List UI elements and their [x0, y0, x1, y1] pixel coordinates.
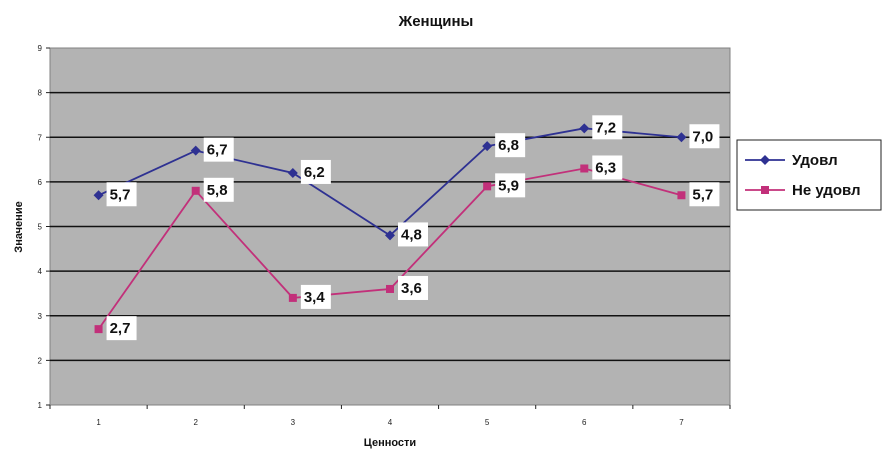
data-point	[386, 284, 394, 293]
data-label-box	[689, 182, 720, 207]
y-tick-label: 8	[38, 89, 43, 98]
x-tick-label: 3	[291, 418, 296, 427]
data-label-box	[495, 173, 526, 198]
data-point	[677, 191, 686, 200]
y-axis-ticks: 1 2 3 4 5 6 7 8 9	[38, 44, 50, 410]
y-tick-label: 1	[38, 401, 43, 410]
x-tick-label: 2	[193, 418, 198, 427]
data-label: 4,8	[401, 226, 422, 243]
x-tick-label: 5	[485, 418, 490, 427]
legend-box	[736, 139, 882, 211]
data-point	[579, 123, 590, 134]
data-label: 6,8	[498, 137, 519, 154]
data-point	[580, 164, 589, 173]
legend-item: Удовл	[745, 152, 838, 169]
data-point	[287, 167, 298, 178]
series-layer: 5,76,76,24,86,87,27,02,75,83,43,65,96,35…	[93, 115, 720, 341]
y-tick-label: 6	[38, 178, 43, 187]
series-1: 5,7 6,7 6,2 4,8 6,8 7,2 7,0	[93, 115, 720, 247]
data-point	[93, 190, 104, 201]
legend-marker	[761, 186, 769, 194]
data-label: 3,6	[401, 280, 422, 297]
data-point	[483, 182, 492, 191]
legend-item: Не удовл	[745, 182, 861, 199]
y-tick-label: 3	[38, 312, 43, 321]
data-label: 5,7	[110, 186, 131, 203]
y-tick-label: 4	[38, 267, 43, 276]
legend-label: Удовл	[792, 152, 838, 169]
data-label-box	[398, 275, 428, 300]
data-point	[190, 145, 201, 156]
data-label-box	[203, 177, 234, 202]
x-tick-label: 6	[582, 418, 587, 427]
data-label: 6,2	[304, 164, 325, 181]
data-label-box	[398, 222, 428, 247]
data-label: 6,3	[595, 159, 616, 176]
y-tick-label: 9	[38, 44, 43, 53]
series-2: 2,7 5,8 3,4 3,6 5,9 6,3 5,7	[94, 155, 720, 341]
data-label-box	[300, 284, 331, 309]
data-label-box	[592, 115, 623, 140]
x-tick-label: 1	[96, 418, 101, 427]
y-axis-title: Значение	[13, 201, 25, 252]
data-label-box	[106, 182, 137, 207]
data-label: 5,7	[692, 186, 713, 203]
data-label: 5,9	[498, 177, 519, 194]
x-axis-title: Ценности	[364, 437, 416, 449]
y-tick-label: 7	[38, 133, 43, 142]
data-label: 3,4	[304, 289, 326, 306]
data-point	[676, 132, 687, 143]
legend-marker	[760, 155, 770, 165]
data-point	[482, 141, 493, 152]
data-point	[385, 230, 395, 241]
data-label-box	[106, 316, 137, 341]
x-tick-label: 4	[388, 418, 393, 427]
data-label-box	[300, 159, 331, 184]
data-label: 7,0	[692, 128, 713, 145]
data-label: 7,2	[595, 119, 616, 136]
data-label-box	[495, 133, 526, 158]
data-label-box	[203, 137, 234, 162]
y-tick-label: 5	[38, 223, 43, 232]
data-label: 6,7	[207, 142, 228, 159]
data-label: 2,7	[110, 320, 131, 337]
data-label-box	[592, 155, 623, 180]
data-label: 5,8	[207, 182, 228, 199]
x-axis-ticks: 1 2 3 4 5 6 7	[49, 405, 731, 427]
data-point	[288, 293, 297, 302]
legend-label: Не удовл	[792, 182, 861, 199]
chart-title: Женщины	[398, 13, 474, 30]
data-point	[191, 186, 200, 195]
data-label-box	[689, 124, 720, 149]
y-tick-label: 2	[38, 356, 43, 365]
x-tick-label: 7	[679, 418, 684, 427]
data-point	[94, 325, 103, 334]
legend: Удовл Не удовл	[736, 139, 882, 211]
